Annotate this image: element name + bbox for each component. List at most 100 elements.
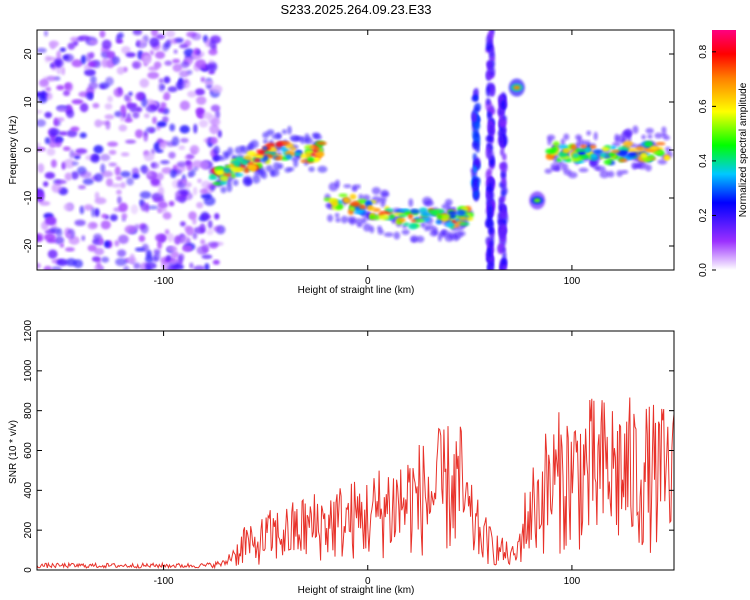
track-core-blob xyxy=(299,153,307,159)
noise-blob xyxy=(172,58,181,64)
noise-blob xyxy=(107,141,119,147)
snr-frame xyxy=(36,330,675,571)
track-core-blob xyxy=(580,154,590,159)
noise-blob xyxy=(117,196,122,205)
track-core-blob xyxy=(253,158,261,163)
spot-core xyxy=(533,198,541,203)
spectrogram-feature-track-3 xyxy=(544,125,673,179)
track-halo-blob xyxy=(222,150,230,157)
noise-blob xyxy=(81,235,86,242)
noise-blob xyxy=(66,129,78,138)
track-core-blob xyxy=(603,159,612,165)
track-core-blob xyxy=(399,208,411,212)
noise-blob xyxy=(180,61,190,69)
noise-blob xyxy=(204,80,214,86)
noise-blob xyxy=(152,255,158,263)
track-core-blob xyxy=(389,214,396,219)
noise-blob xyxy=(134,92,145,101)
noise-blob xyxy=(78,35,91,41)
track-halo-blob xyxy=(621,130,631,139)
noise-blob xyxy=(106,51,115,59)
noise-blob xyxy=(101,213,108,219)
streak-blob xyxy=(474,87,479,98)
track-core-blob xyxy=(300,159,307,163)
noise-blob xyxy=(64,247,75,252)
noise-blob xyxy=(210,136,218,145)
track-halo-blob xyxy=(371,187,381,195)
colorbar: 0.0 0.2 0.4 0.6 0.8 Normalized spectral ampl… xyxy=(698,30,749,277)
noise-blob xyxy=(201,243,210,253)
track-core-blob xyxy=(601,146,610,152)
noise-blob xyxy=(178,70,189,78)
track-core-blob xyxy=(250,166,256,172)
noise-blob xyxy=(157,240,163,250)
noise-blob xyxy=(143,152,155,162)
track-halo-blob xyxy=(661,126,667,134)
noise-blob xyxy=(56,117,65,122)
track-halo-blob xyxy=(335,217,341,223)
noise-blob xyxy=(141,97,148,108)
y-tick-label: 10 xyxy=(23,96,34,108)
noise-blob xyxy=(79,171,92,179)
spectrogram-marks xyxy=(37,30,673,270)
track-halo-blob xyxy=(270,169,280,177)
noise-blob xyxy=(150,162,160,169)
track-core-blob xyxy=(439,213,450,220)
noise-blob xyxy=(214,213,220,220)
track-core-blob xyxy=(357,198,368,205)
track-core-blob xyxy=(349,201,361,207)
streak-blob xyxy=(487,247,492,259)
track-core-blob xyxy=(314,146,320,152)
track-halo-blob xyxy=(607,170,615,178)
track-halo-blob xyxy=(243,177,252,187)
noise-blob xyxy=(134,247,145,252)
streak-blob xyxy=(473,190,479,199)
noise-blob xyxy=(160,160,170,165)
track-halo-blob xyxy=(645,127,654,134)
noise-blob xyxy=(200,211,210,222)
track-core-blob xyxy=(241,159,248,166)
noise-blob xyxy=(139,191,152,199)
noise-blob xyxy=(118,202,128,213)
streak-blob xyxy=(489,47,495,57)
noise-blob xyxy=(150,105,157,110)
track-core-blob xyxy=(556,157,562,162)
noise-blob xyxy=(124,225,137,234)
noise-blob xyxy=(187,173,193,178)
noise-blob xyxy=(71,59,83,68)
track-core-blob xyxy=(584,146,591,153)
track-core-blob xyxy=(307,156,315,163)
noise-blob xyxy=(157,201,168,209)
track-core-blob xyxy=(617,150,628,157)
noise-blob xyxy=(49,227,62,233)
colorbar-tick-label: 0.2 xyxy=(698,208,709,222)
noise-blob xyxy=(124,94,130,102)
streak-blob xyxy=(501,246,507,254)
streak-blob xyxy=(488,219,494,228)
noise-blob xyxy=(210,117,221,127)
track-core-blob xyxy=(610,145,617,150)
noise-blob xyxy=(209,39,217,50)
streak-blob xyxy=(488,225,494,234)
noise-blob xyxy=(162,211,172,220)
streak-blob xyxy=(488,30,495,39)
noise-blob xyxy=(44,172,56,179)
track-core-blob xyxy=(410,219,417,223)
noise-blob xyxy=(115,258,127,266)
noise-blob xyxy=(152,116,157,125)
colorbar-tick-label: 0.0 xyxy=(698,263,709,277)
noise-blob xyxy=(94,247,105,256)
track-core-blob xyxy=(338,193,348,198)
spectrogram-feature-vertical-streak-1 xyxy=(470,87,481,202)
noise-blob xyxy=(80,54,87,65)
noise-blob xyxy=(194,88,205,96)
track-core-blob xyxy=(349,193,357,200)
track-halo-blob xyxy=(291,156,299,162)
colorbar-tick-label: 0.6 xyxy=(698,99,709,113)
noise-blob xyxy=(201,254,213,260)
noise-blob xyxy=(172,63,183,72)
noise-blob xyxy=(187,90,197,98)
track-halo-blob xyxy=(308,166,315,172)
track-core-blob xyxy=(447,210,458,216)
